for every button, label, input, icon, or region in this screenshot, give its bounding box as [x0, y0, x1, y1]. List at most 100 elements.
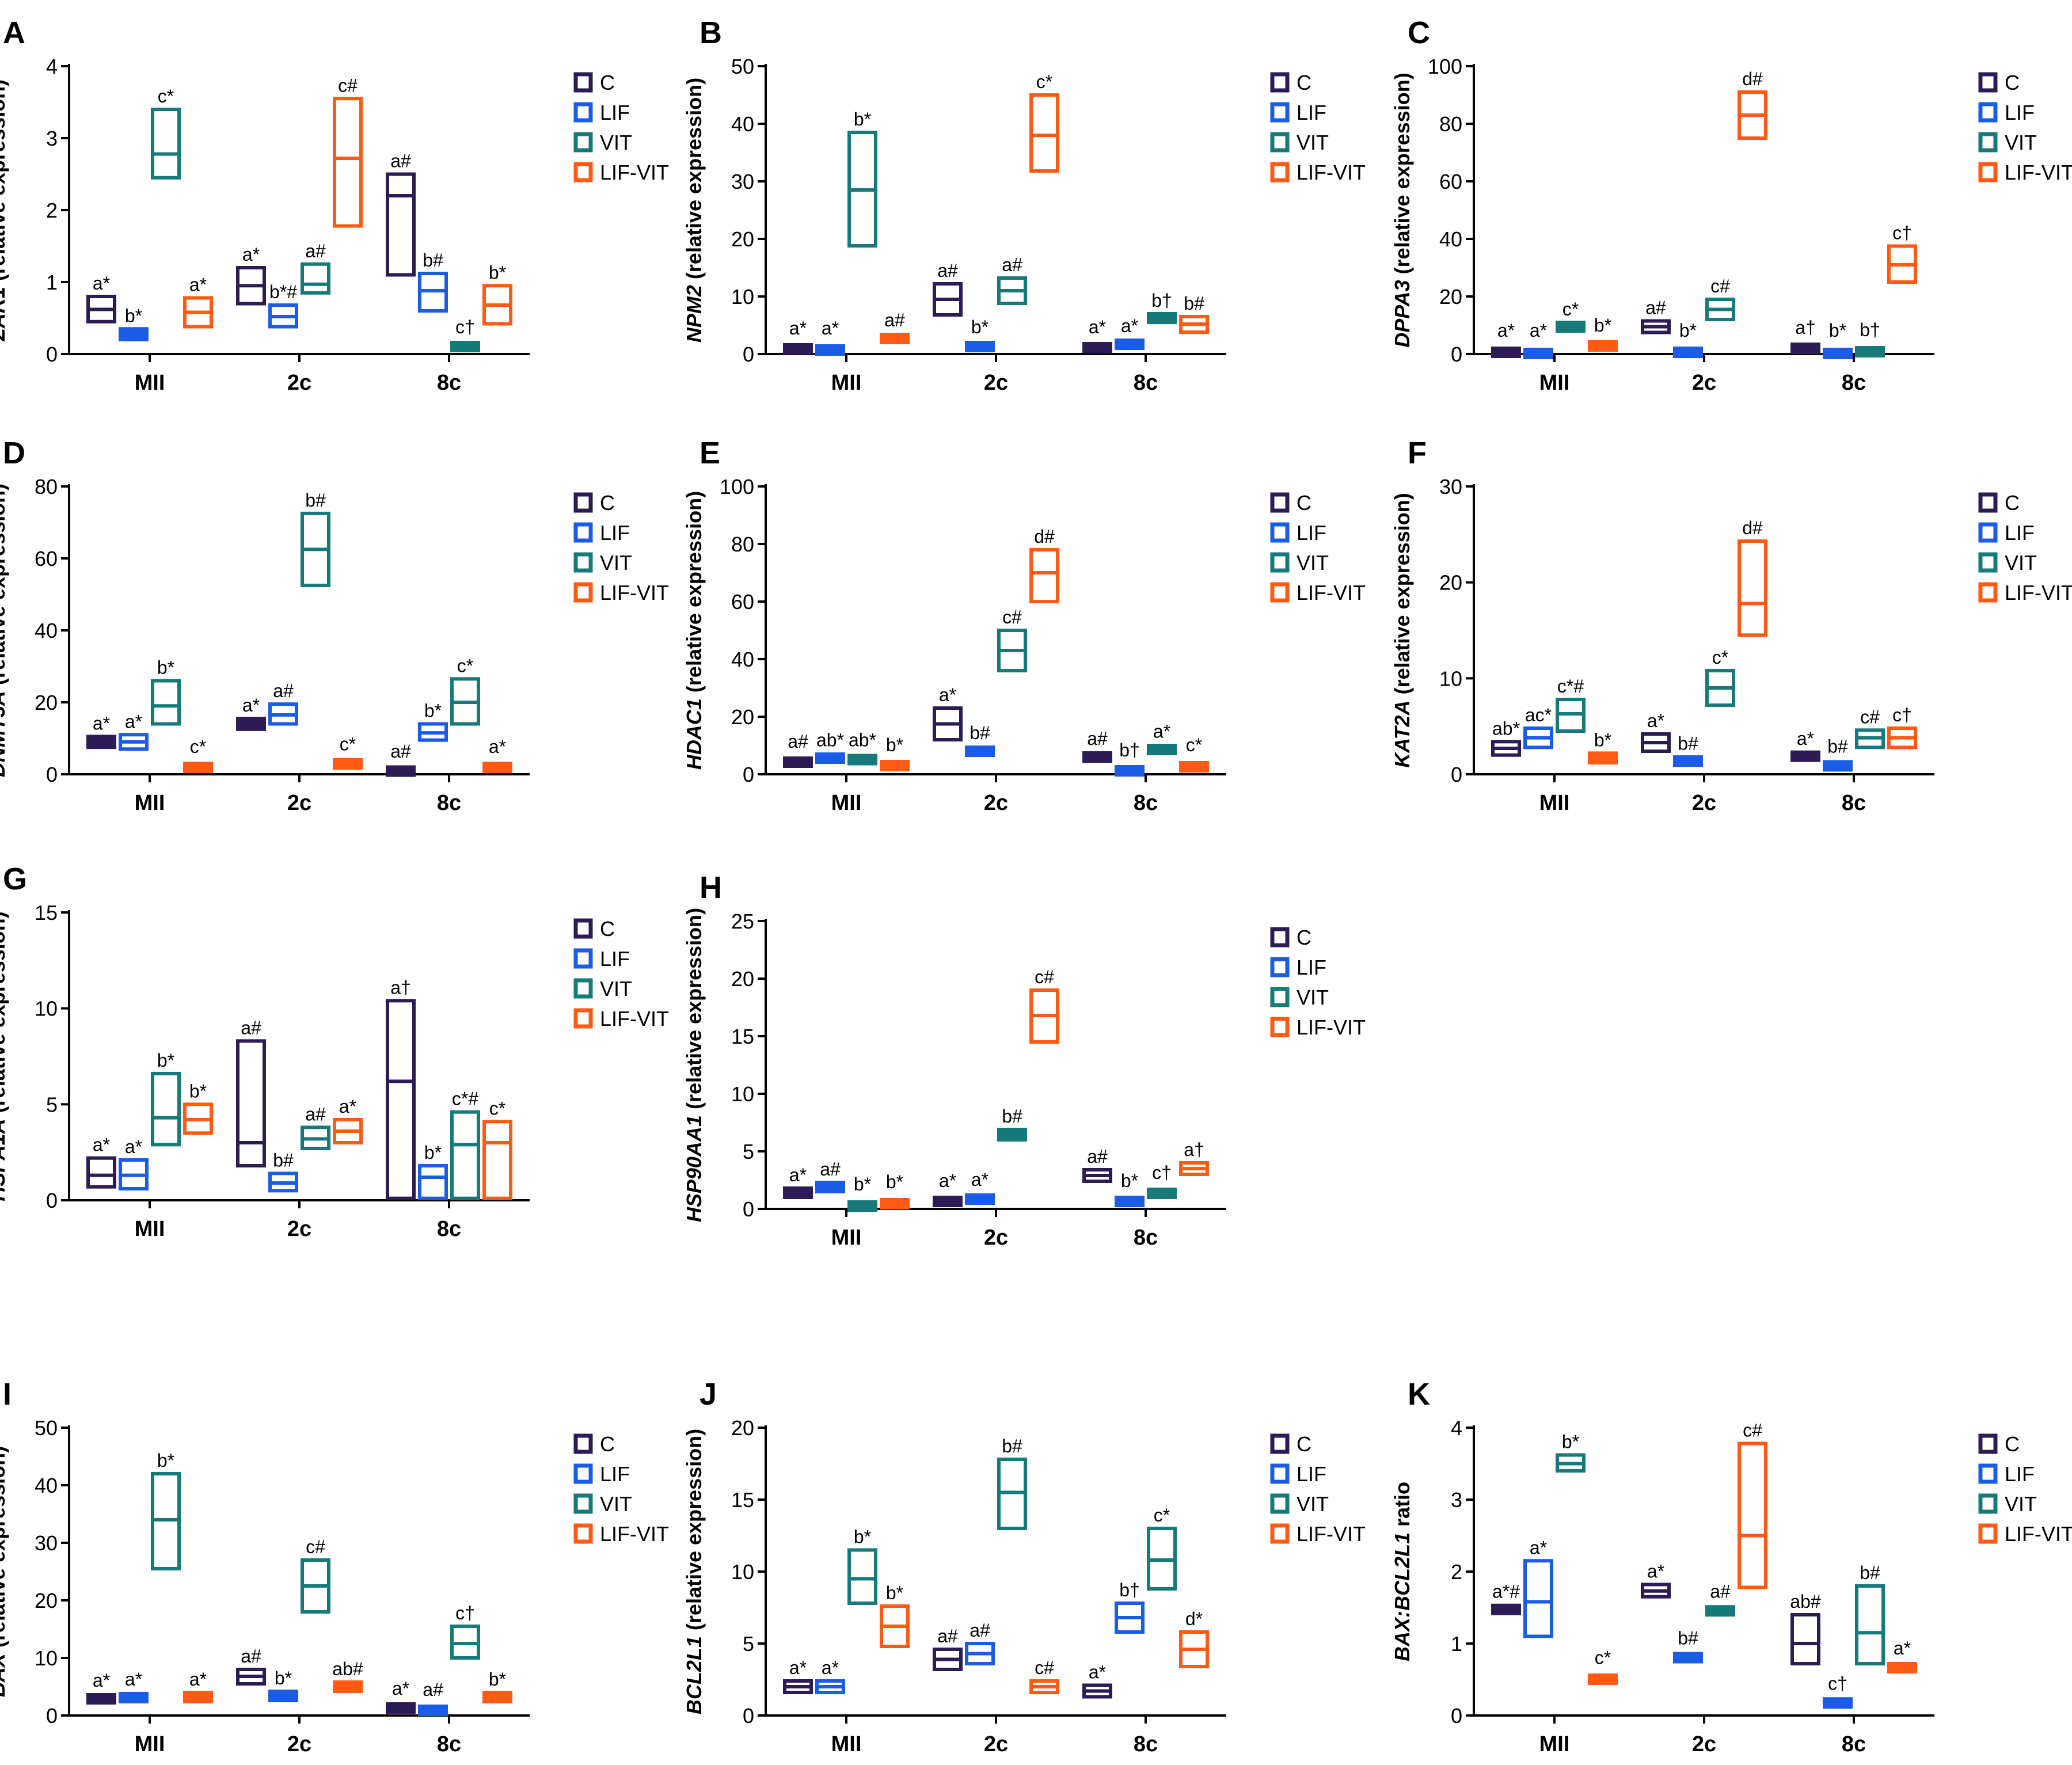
- significance-label: c#: [1710, 276, 1730, 296]
- data-box: [482, 1120, 512, 1200]
- data-box: [418, 1164, 448, 1200]
- y-axis-label: HDAC1 (relative expression): [682, 491, 706, 770]
- y-tick-label: 0: [46, 1704, 58, 1728]
- significance-label: a#: [1087, 1146, 1108, 1167]
- legend-label: LIF-VIT: [1297, 161, 1366, 184]
- data-box: [1523, 1559, 1553, 1638]
- significance-label: a#: [423, 1679, 443, 1700]
- significance-label: a#: [970, 1620, 990, 1641]
- data-box: [1887, 1662, 1917, 1673]
- data-box: [783, 343, 813, 355]
- y-tick-label: 100: [720, 475, 754, 499]
- x-tick-label: 2c: [984, 791, 1008, 815]
- y-tick-label: 10: [731, 285, 754, 309]
- y-tick-label: 100: [1428, 55, 1462, 78]
- y-tick-label: 15: [731, 1025, 754, 1048]
- data-box: [268, 1690, 298, 1702]
- legend-label: C: [600, 917, 615, 941]
- significance-label: c†: [1152, 1162, 1172, 1183]
- legend-swatch: [1978, 72, 1998, 93]
- significance-label: c†: [1892, 223, 1912, 244]
- significance-label: b*: [157, 1450, 174, 1471]
- significance-label: a*: [242, 695, 260, 716]
- significance-label: b*: [1679, 320, 1697, 341]
- legend-label: LIF-VIT: [600, 1007, 669, 1030]
- data-box: [880, 333, 910, 344]
- data-box: [386, 765, 416, 777]
- data-box: [1491, 347, 1521, 358]
- y-tick-label: 3: [46, 127, 58, 150]
- panel-letter: A: [3, 16, 25, 50]
- panel-letter: G: [3, 862, 27, 896]
- significance-label: b*: [424, 1142, 442, 1163]
- significance-label: c*: [489, 1098, 505, 1119]
- y-axis-unit: ratio: [1390, 1482, 1414, 1532]
- legend-label: C: [600, 1432, 615, 1456]
- panel-g: G 0 5 10 15 HSPA1A (relative expression) MII 2c…: [0, 862, 669, 1241]
- legend-label: LIF: [600, 101, 630, 124]
- significance-label: b#: [1184, 293, 1204, 314]
- legend-swatch: [573, 552, 593, 573]
- y-tick-label: 80: [731, 532, 754, 556]
- y-axis-unit: (relative expression): [0, 484, 9, 691]
- data-box: [933, 1196, 963, 1207]
- data-box: [1082, 751, 1112, 763]
- data-box: [1823, 348, 1853, 359]
- significance-label: a*#: [1492, 1581, 1520, 1602]
- significance-label: a*: [1089, 317, 1106, 337]
- y-tick-label: 15: [35, 901, 58, 925]
- significance-label: a*: [93, 1135, 110, 1155]
- significance-label: c#: [338, 75, 358, 96]
- y-tick-label: 20: [731, 967, 754, 991]
- data-box: [450, 341, 480, 352]
- y-tick-label: 4: [1451, 1416, 1462, 1440]
- legend-swatch: [1270, 72, 1290, 93]
- significance-label: c#: [1035, 1657, 1054, 1678]
- y-tick-label: 0: [743, 1704, 754, 1728]
- significance-label: b*: [854, 1174, 871, 1195]
- significance-label: a†: [1184, 1139, 1204, 1160]
- y-tick-label: 60: [731, 590, 754, 614]
- significance-label: a#: [305, 1104, 326, 1124]
- significance-label: a#: [788, 731, 808, 752]
- data-box: [236, 1039, 266, 1168]
- x-tick-label: 8c: [1134, 1226, 1158, 1250]
- legend-label: VIT: [1297, 551, 1329, 575]
- y-tick-label: 0: [1451, 763, 1462, 786]
- significance-label: b*: [886, 1583, 903, 1603]
- significance-label: a*: [1797, 728, 1814, 749]
- significance-label: b*: [489, 262, 506, 283]
- legend-label: VIT: [1297, 986, 1329, 1009]
- y-tick-label: 20: [731, 1416, 754, 1440]
- y-axis-unit: (relative expression): [682, 1429, 706, 1636]
- significance-label: d#: [1742, 518, 1763, 538]
- legend-label: LIF: [2005, 101, 2035, 124]
- y-tick-label: 80: [35, 475, 58, 499]
- significance-label: b#: [1002, 1436, 1022, 1456]
- x-tick-label: MII: [1539, 371, 1570, 395]
- significance-label: a*: [1647, 1561, 1664, 1582]
- legend-label: VIT: [2005, 1492, 2037, 1516]
- significance-label: a#: [305, 241, 326, 261]
- y-tick-label: 10: [1439, 667, 1462, 690]
- data-box: [450, 1110, 480, 1200]
- legend-swatch: [1270, 1523, 1290, 1544]
- panel-f: F 0 10 20 30 KAT2A (relative expression) MII 2c…: [1390, 436, 2072, 815]
- y-axis-unit: (relative expression): [0, 911, 9, 1119]
- legend-swatch: [1978, 1493, 1998, 1514]
- panel-h: H 0 5 10 15 20 25 HSP90AA1 (relative expression…: [682, 870, 1366, 1250]
- significance-label: ab*: [849, 730, 876, 751]
- legend-swatch: [573, 1008, 593, 1029]
- y-tick-label: 4: [46, 55, 58, 78]
- significance-label: a*: [789, 1165, 807, 1185]
- y-tick-label: 40: [35, 619, 58, 642]
- legend-label: C: [600, 71, 615, 94]
- significance-label: d#: [1034, 526, 1055, 547]
- legend-swatch: [1270, 1017, 1290, 1037]
- data-box: [880, 1198, 910, 1209]
- significance-label: a*: [939, 1170, 956, 1191]
- significance-label: a*: [1894, 1638, 1911, 1659]
- legend-label: C: [2005, 491, 2020, 515]
- y-axis-unit: (relative expression): [682, 78, 706, 285]
